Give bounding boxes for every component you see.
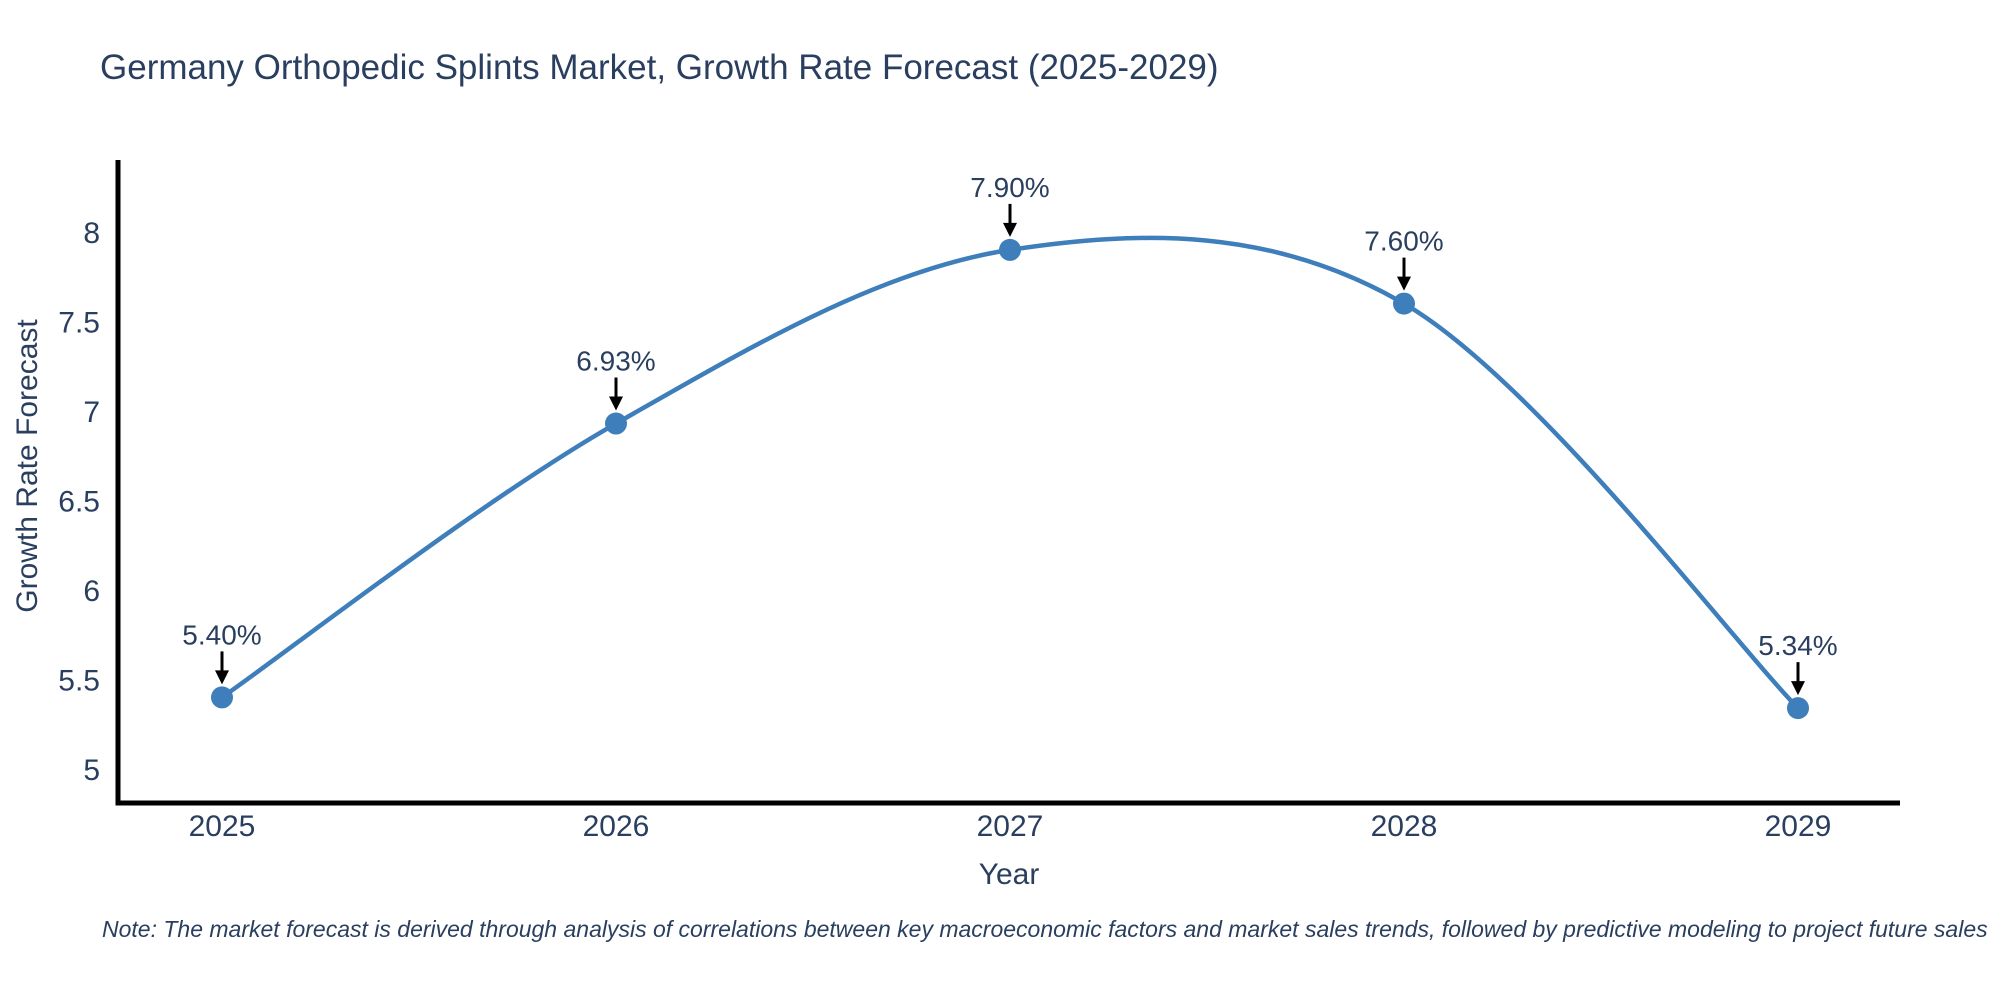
annotation-arrowhead [215, 670, 229, 685]
trend-line [219, 235, 1801, 711]
annotation-arrowhead [1003, 222, 1017, 237]
y-tick-label: 8 [83, 217, 100, 250]
y-axis-title: Growth Rate Forecast [11, 319, 44, 613]
x-axis-title: Year [978, 858, 1040, 891]
y-tick-label: 7.5 [58, 307, 100, 340]
x-tick-label: 2027 [977, 810, 1044, 843]
annotation-label: 7.90% [970, 172, 1049, 203]
data-point-marker [999, 238, 1021, 261]
data-point-marker [605, 412, 627, 435]
annotation-label: 5.34% [1758, 630, 1837, 661]
x-tick-label: 2025 [189, 810, 256, 843]
footnote-text: Note: The market forecast is derived thr… [102, 916, 1988, 942]
y-tick-label: 6 [83, 575, 100, 608]
annotation-label: 5.40% [182, 619, 261, 650]
annotation-arrowhead [609, 396, 623, 411]
y-tick-label: 5 [83, 754, 100, 787]
data-point-marker [1787, 697, 1809, 720]
x-tick-label: 2028 [1371, 810, 1438, 843]
y-tick-label: 6.5 [58, 486, 100, 519]
y-tick-label: 7 [83, 396, 100, 429]
y-tick-label: 5.5 [58, 665, 100, 698]
x-tick-label: 2026 [583, 810, 650, 843]
data-point-marker [211, 686, 233, 709]
annotation-arrowhead [1397, 276, 1411, 291]
x-tick-label: 2029 [1765, 810, 1832, 843]
axis-lines [115, 160, 1900, 806]
chart-title: Germany Orthopedic Splints Market, Growt… [100, 48, 1219, 87]
annotation-label: 7.60% [1364, 226, 1443, 257]
annotation-arrowhead [1791, 681, 1805, 696]
data-point-marker [1393, 292, 1415, 315]
annotation-label: 6.93% [576, 346, 655, 377]
